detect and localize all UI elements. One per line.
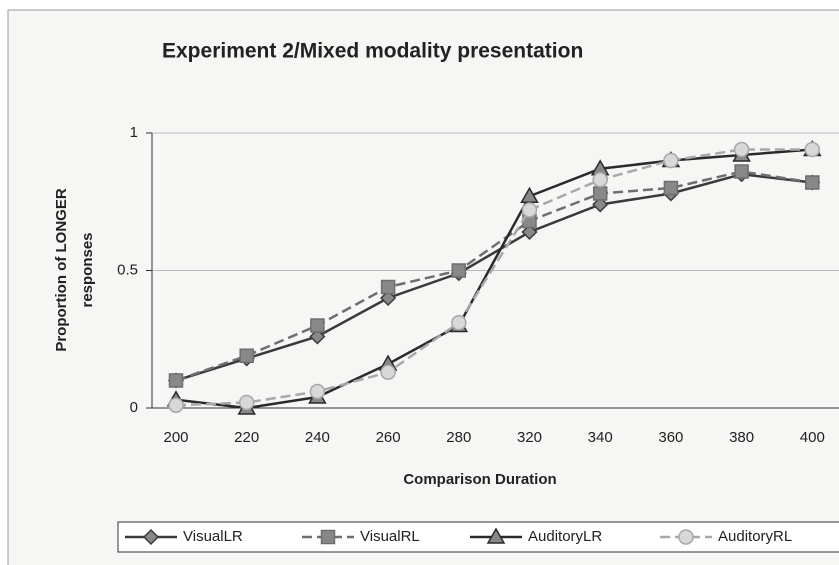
data-point [663,180,679,196]
data-point [310,318,325,333]
data-point [804,141,821,158]
legend-label: AuditoryRL [718,528,792,545]
y-tick-label: 0 [130,399,138,416]
data-point [805,175,820,190]
data-point [309,383,326,400]
legend-label: VisualRL [360,528,420,545]
data-point [663,152,679,169]
data-point [733,141,750,158]
data-point [168,397,184,413]
series-line [175,172,813,382]
data-point [592,172,608,188]
chart-title: Experiment 2/Mixed modality presentation [162,40,583,63]
x-tick-label: 380 [729,429,754,446]
x-tick-label: 240 [305,429,330,446]
legend-marker [678,529,694,545]
data-point [521,202,538,218]
legend-marker [142,528,160,546]
series-line [175,148,813,407]
data-point [451,263,467,278]
data-point [451,315,467,331]
x-tick-label: 400 [800,429,825,446]
data-point [238,394,255,411]
legend-label: VisualLR [183,528,243,545]
y-axis-title: Proportion of LONGER [53,188,70,351]
y-tick-label: 1 [130,124,138,141]
x-tick-label: 320 [517,429,542,446]
x-tick-label: 340 [588,429,613,446]
x-tick-label: 260 [376,429,401,446]
series-line [175,148,813,410]
legend-label: AuditoryLR [528,528,602,545]
legend-marker [486,527,506,544]
series-line [175,170,813,382]
x-tick-label: 280 [446,429,471,446]
data-point [168,373,184,388]
data-point [239,348,254,363]
data-point [521,223,538,241]
data-point [380,289,397,307]
data-point [592,196,609,213]
x-tick-label: 220 [234,429,259,446]
y-axis-title: responses [79,232,96,307]
x-tick-label: 200 [163,429,188,446]
chart-background [7,9,839,565]
data-point [380,364,396,380]
legend-marker [320,529,336,545]
y-tick-label: 0.5 [117,261,138,278]
x-tick-label: 360 [658,429,683,446]
data-point [592,186,608,201]
data-point [309,328,326,345]
data-point [380,279,396,295]
data-point [734,164,749,179]
x-axis-title: Comparison Duration [403,471,556,488]
